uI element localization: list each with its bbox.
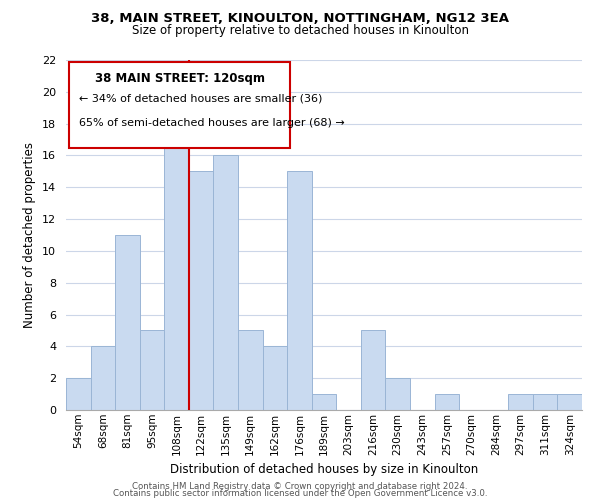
Bar — [238, 330, 263, 410]
Bar — [533, 394, 557, 410]
Bar — [66, 378, 91, 410]
Bar — [312, 394, 336, 410]
Bar — [263, 346, 287, 410]
Bar — [214, 156, 238, 410]
Bar — [164, 124, 189, 410]
Bar — [189, 172, 214, 410]
Text: 38 MAIN STREET: 120sqm: 38 MAIN STREET: 120sqm — [95, 72, 265, 86]
Text: 65% of semi-detached houses are larger (68) →: 65% of semi-detached houses are larger (… — [79, 118, 344, 128]
Bar — [140, 330, 164, 410]
Bar — [91, 346, 115, 410]
Bar — [115, 235, 140, 410]
X-axis label: Distribution of detached houses by size in Kinoulton: Distribution of detached houses by size … — [170, 463, 478, 476]
Bar — [557, 394, 582, 410]
Text: Contains public sector information licensed under the Open Government Licence v3: Contains public sector information licen… — [113, 490, 487, 498]
Bar — [385, 378, 410, 410]
Text: 38, MAIN STREET, KINOULTON, NOTTINGHAM, NG12 3EA: 38, MAIN STREET, KINOULTON, NOTTINGHAM, … — [91, 12, 509, 24]
Text: Size of property relative to detached houses in Kinoulton: Size of property relative to detached ho… — [131, 24, 469, 37]
Y-axis label: Number of detached properties: Number of detached properties — [23, 142, 37, 328]
Text: ← 34% of detached houses are smaller (36): ← 34% of detached houses are smaller (36… — [79, 94, 322, 104]
Bar — [508, 394, 533, 410]
Bar — [434, 394, 459, 410]
Text: Contains HM Land Registry data © Crown copyright and database right 2024.: Contains HM Land Registry data © Crown c… — [132, 482, 468, 491]
Bar — [287, 172, 312, 410]
FancyBboxPatch shape — [68, 62, 290, 148]
Bar — [361, 330, 385, 410]
